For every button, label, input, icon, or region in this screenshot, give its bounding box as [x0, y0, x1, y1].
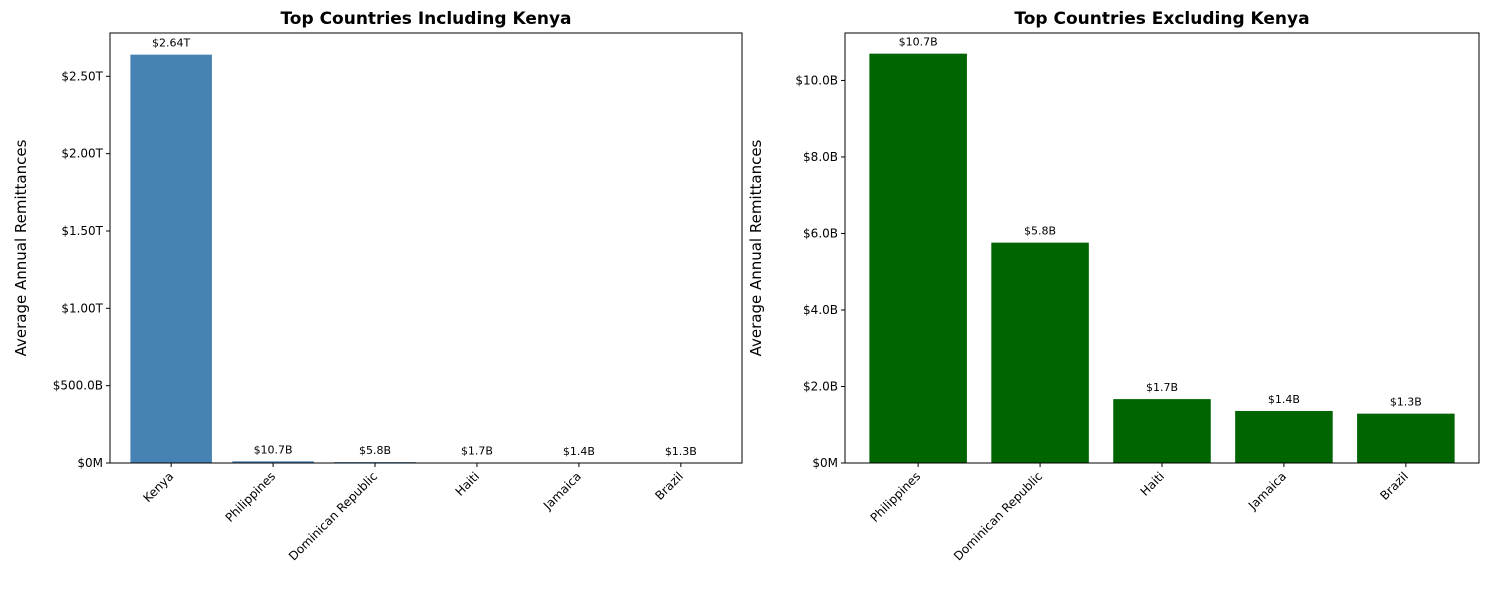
- data-label: $1.7B: [461, 445, 493, 458]
- y-tick-label: $0M: [812, 456, 838, 470]
- data-label: $1.3B: [1390, 396, 1422, 409]
- bar-philippines: [869, 53, 967, 464]
- y-tick-label: $0M: [77, 456, 103, 470]
- chart-excluding-kenya: Top Countries Excluding Kenya Average An…: [747, 9, 1480, 563]
- data-label: $1.7B: [1146, 381, 1178, 394]
- bar-philippines: [232, 461, 314, 463]
- x-tick-label: Haiti: [453, 469, 483, 499]
- y-tick-label: $1.00T: [61, 301, 103, 315]
- data-label: $2.64T: [152, 37, 190, 50]
- bar-brazil: [1357, 413, 1455, 463]
- y-tick-label: $2.0B: [803, 379, 838, 393]
- y-axis-label: Average Annual Remittances: [12, 139, 30, 356]
- chart-title: Top Countries Excluding Kenya: [1014, 9, 1309, 29]
- data-label: $1.3B: [665, 445, 697, 458]
- bar-haiti: [1113, 399, 1211, 463]
- bar-jamaica: [1235, 410, 1333, 463]
- x-tick-label: Jamaica: [540, 469, 584, 513]
- x-tick-label: Dominican Republic: [951, 469, 1045, 563]
- plot-frame: [844, 32, 1480, 464]
- y-tick-label: $10.0B: [795, 73, 838, 87]
- x-tick-label: Brazil: [652, 469, 686, 503]
- y-tick-label: $1.50T: [61, 224, 103, 238]
- data-label: $1.4B: [563, 445, 595, 458]
- data-label: $10.7B: [899, 36, 938, 49]
- x-tick-label: Brazil: [1377, 469, 1411, 503]
- chart-title: Top Countries Including Kenya: [280, 9, 571, 29]
- x-tick-label: Philippines: [223, 469, 279, 525]
- y-tick-label: $2.00T: [61, 147, 103, 161]
- data-label: $1.4B: [1268, 393, 1300, 406]
- bar-kenya: [130, 54, 212, 464]
- y-tick-label: $2.50T: [61, 69, 103, 83]
- y-tick-label: $8.0B: [803, 150, 838, 164]
- bar-dominican-republic: [991, 242, 1089, 463]
- x-tick-label: Dominican Republic: [286, 469, 380, 563]
- y-axis-label: Average Annual Remittances: [747, 139, 765, 356]
- y-tick-label: $6.0B: [803, 226, 838, 240]
- x-tick-label: Philippines: [868, 469, 924, 525]
- data-label: $10.7B: [254, 443, 293, 456]
- data-label: $5.8B: [359, 444, 391, 457]
- x-tick-label: Jamaica: [1245, 469, 1289, 513]
- data-label: $5.8B: [1024, 225, 1056, 238]
- x-tick-label: Kenya: [140, 469, 176, 505]
- x-tick-label: Haiti: [1138, 469, 1168, 499]
- plot-frame: [109, 32, 743, 464]
- y-tick-label: $4.0B: [803, 303, 838, 317]
- y-tick-label: $500.0B: [53, 379, 103, 393]
- chart-including-kenya: Top Countries Including Kenya Average An…: [12, 9, 743, 563]
